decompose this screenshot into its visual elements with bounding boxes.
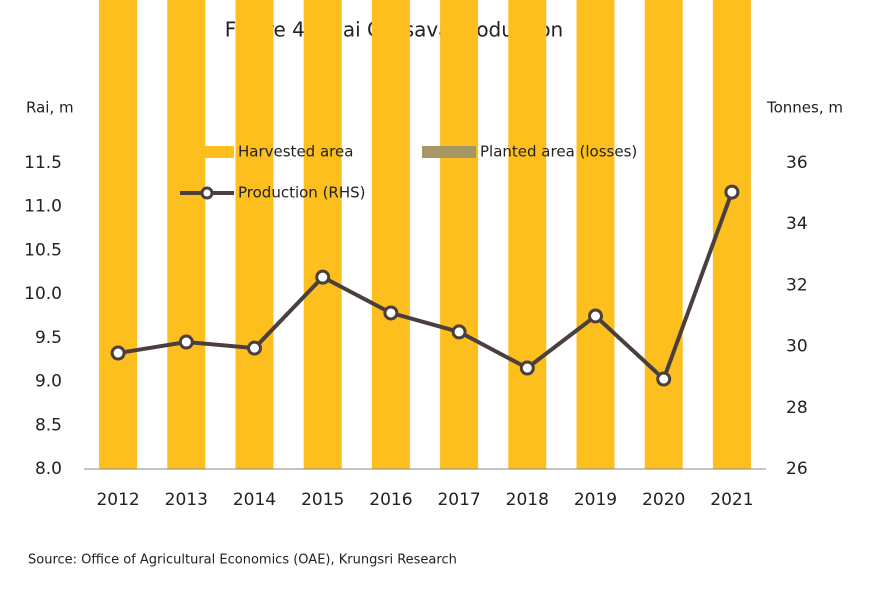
point <box>451 324 467 340</box>
y-tick-label: 9.5 <box>35 328 62 348</box>
legend-swatch <box>180 146 234 158</box>
y-tick-label: 8.5 <box>35 415 62 435</box>
y2-tick-label: 36 <box>786 153 808 173</box>
y2-tick-label: 30 <box>786 337 808 357</box>
x-tick-label: 2020 <box>642 490 685 510</box>
point <box>110 345 126 361</box>
y2-tick-label: 26 <box>786 459 808 479</box>
point <box>178 334 194 350</box>
x-tick-label: 2021 <box>710 490 753 510</box>
point <box>724 184 740 200</box>
bar <box>371 0 410 469</box>
x-tick-label: 2019 <box>574 490 617 510</box>
legend-point <box>200 186 214 200</box>
x-tick-label: 2015 <box>301 490 344 510</box>
y-axis-label: Rai, m <box>26 99 74 117</box>
x-tick-label: 2018 <box>506 490 549 510</box>
point <box>656 371 672 387</box>
line <box>117 191 734 383</box>
y-tick-label: 11.5 <box>24 153 62 173</box>
point <box>383 305 399 321</box>
y2-tick-label: 28 <box>786 398 808 418</box>
bar <box>508 0 547 470</box>
legend-label: Production (RHS) <box>238 184 366 202</box>
point <box>315 269 331 285</box>
y-tick-label: 8.0 <box>35 459 62 479</box>
point <box>247 340 262 356</box>
y-tick-label: 9.0 <box>35 372 62 392</box>
x-tick-label: 2016 <box>369 490 412 510</box>
y2-tick-label: 32 <box>786 275 808 295</box>
bar <box>440 0 479 469</box>
x-tick-label: 2013 <box>165 490 208 510</box>
legend-label: Harvested area <box>238 143 353 161</box>
bar <box>644 0 683 469</box>
bar <box>712 0 751 469</box>
bar <box>303 0 342 469</box>
bar <box>99 0 138 469</box>
source: Source: Office of Agricultural Economics… <box>28 553 457 568</box>
legend-label: Planted area (losses) <box>480 143 637 161</box>
y2-tick-label: 34 <box>786 214 808 234</box>
y-tick-label: 10.0 <box>24 284 62 304</box>
bar <box>167 0 206 469</box>
x-tick-label: 2017 <box>437 490 480 510</box>
x-tick-label: 2014 <box>233 490 276 510</box>
y2-axis-label: Tonnes, m <box>766 99 843 117</box>
point <box>519 360 535 376</box>
bar <box>235 0 274 470</box>
bar <box>576 0 615 470</box>
point <box>588 308 603 324</box>
y-tick-label: 10.5 <box>24 240 62 260</box>
y-tick-label: 11.0 <box>24 197 62 217</box>
legend-swatch <box>422 146 476 158</box>
x-tick-label: 2012 <box>96 490 139 510</box>
